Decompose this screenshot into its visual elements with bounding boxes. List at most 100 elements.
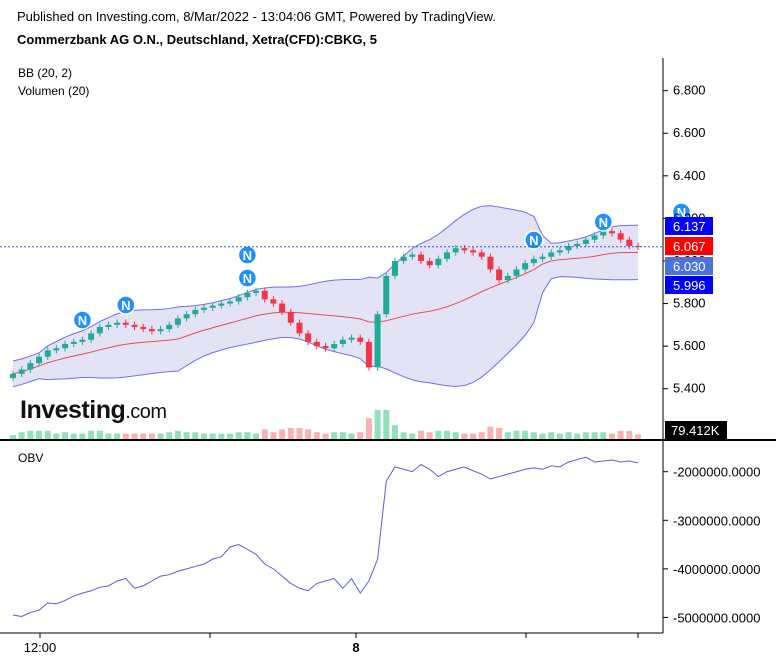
- obv-series: [12, 456, 639, 617]
- candle-body: [79, 339, 86, 342]
- candle-body: [253, 290, 260, 293]
- volume-bar: [10, 435, 16, 440]
- news-letter: N: [243, 271, 252, 286]
- price-badge: 6.137: [665, 217, 713, 235]
- volume-bar: [235, 432, 242, 440]
- price-tick-label: 5.400: [673, 381, 706, 396]
- volume-bar: [504, 432, 511, 440]
- obv-tick-label: -3000000.0000: [673, 513, 760, 528]
- volume-bar: [244, 432, 251, 440]
- candle-body: [374, 314, 381, 368]
- candle-body: [10, 373, 16, 379]
- candle-body: [218, 303, 225, 306]
- price-badge: 6.030: [665, 257, 713, 275]
- candle-body: [313, 341, 320, 347]
- volume-bar: [383, 410, 390, 440]
- candle-body: [183, 314, 190, 319]
- candle-body: [287, 312, 294, 323]
- candle-body: [192, 309, 199, 315]
- volume-bar: [131, 433, 138, 440]
- price-badges: 6.137 6.067 6.030 5.996 79.412K: [665, 217, 727, 439]
- candle-body: [513, 269, 520, 276]
- volume-bar: [461, 433, 468, 440]
- news-marker[interactable]: N: [72, 310, 93, 330]
- candle-body: [131, 324, 138, 327]
- candle-body: [574, 243, 581, 247]
- volume-bar: [635, 434, 641, 440]
- news-icon: [72, 310, 93, 330]
- volume-bar: [357, 432, 364, 440]
- price-tick-label: 6.800: [673, 83, 706, 98]
- price-badge: 6.067: [665, 237, 713, 255]
- candle-body: [417, 254, 424, 261]
- price-tick-label: 6.400: [673, 168, 706, 183]
- obv-tick-label: -4000000.0000: [673, 562, 760, 577]
- news-icon: [116, 295, 136, 315]
- time-tick-label: 8: [352, 640, 359, 655]
- candles: [10, 227, 641, 382]
- news-marker[interactable]: N: [524, 230, 544, 250]
- volume-bar: [79, 433, 86, 440]
- volume-bar: [574, 433, 581, 440]
- volume-bar: [348, 433, 355, 440]
- candle-body: [105, 324, 112, 327]
- volume-bar: [140, 433, 147, 440]
- investing-logo: Investing.com: [20, 396, 167, 424]
- volume-bar: [279, 429, 286, 440]
- candle-body: [27, 363, 34, 370]
- volume-bar: [114, 433, 121, 440]
- news-marker[interactable]: N: [237, 268, 258, 288]
- news-marker[interactable]: N: [593, 212, 614, 232]
- price-badge-label: 5.996: [673, 278, 706, 293]
- volume-bar: [582, 432, 589, 440]
- candle-body: [44, 350, 51, 357]
- candle-body: [122, 322, 129, 325]
- obv-legend[interactable]: OBV: [18, 451, 44, 465]
- news-letter: N: [677, 205, 686, 220]
- candle-body: [279, 303, 286, 313]
- price-badge-bg: [665, 257, 713, 275]
- volume-bar: [444, 430, 451, 440]
- volume-bar: [548, 432, 555, 440]
- price-badge-bg: [665, 276, 713, 294]
- volume-bar: [365, 418, 372, 440]
- volume-bar: [374, 410, 381, 440]
- volume-bar: [174, 430, 181, 440]
- volume-bar: [166, 432, 173, 440]
- candle-body: [470, 250, 477, 253]
- volume-bar: [600, 432, 607, 440]
- candle-body: [383, 275, 390, 315]
- price-tick-label: 6.600: [673, 125, 706, 140]
- candle-body: [461, 248, 468, 251]
- volume-bar: [417, 430, 424, 440]
- candle-body: [565, 246, 572, 251]
- volume-legend[interactable]: Volumen (20): [18, 84, 90, 98]
- candle-body: [556, 250, 563, 253]
- candle-body: [18, 369, 25, 374]
- news-icon: [237, 268, 258, 288]
- candle-body: [296, 322, 303, 334]
- price-badge-label: 6.137: [673, 219, 706, 234]
- time-axis-ticks: 12:00 8: [24, 633, 639, 655]
- symbol-title: Commerzbank AG O.N., Deutschland, Xetra(…: [17, 32, 377, 47]
- candle-body: [244, 292, 251, 298]
- volume-bar: [496, 428, 503, 440]
- price-tick-label: 5.600: [673, 338, 706, 353]
- volume-bar: [183, 432, 190, 440]
- candle-body: [70, 341, 77, 344]
- candle-body: [148, 329, 155, 332]
- candle-body: [522, 263, 529, 270]
- volume-badge-label: 79.412K: [671, 423, 720, 438]
- candle-body: [409, 254, 416, 257]
- news-marker[interactable]: N: [237, 245, 258, 265]
- volume-bar: [400, 432, 407, 440]
- bb-upper: [12, 205, 639, 362]
- volume-bar: [487, 426, 494, 440]
- volume-bar: [626, 430, 633, 440]
- candle-body: [157, 329, 164, 332]
- bb-legend[interactable]: BB (20, 2): [18, 66, 73, 80]
- candle-body: [591, 235, 598, 240]
- news-marker[interactable]: N: [116, 295, 136, 315]
